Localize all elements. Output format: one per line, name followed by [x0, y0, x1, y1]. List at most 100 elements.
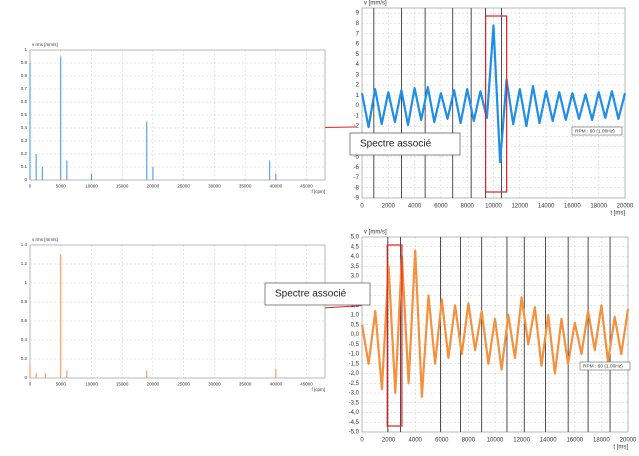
callout-box	[264, 282, 371, 306]
x-tick-label: 14000	[538, 204, 555, 210]
x-tick-label: 15000	[116, 382, 129, 387]
y-tick-label: -1,5	[349, 361, 360, 367]
y-tick-label: 7	[356, 31, 360, 37]
x-tick-label: 14000	[540, 438, 557, 444]
y-axis-label: v [mm/s]	[364, 230, 387, 236]
x-tick-label: 10000	[85, 184, 98, 189]
y-tick-label: 0.6	[21, 318, 28, 323]
y-tick-label: 0,0	[351, 332, 360, 338]
y-tick-label: -5	[354, 154, 360, 160]
x-tick-label: 20000	[147, 382, 160, 387]
x-tick-label: 25000	[177, 184, 190, 189]
x-tick-label: 8000	[462, 438, 476, 444]
y-axis-label: v rms [mm/s]	[32, 237, 58, 242]
x-tick-label: 20000	[617, 204, 634, 210]
x-tick-label: 2000	[382, 438, 396, 444]
x-tick-label: 2000	[382, 204, 396, 210]
y-tick-label: 0.2	[21, 151, 28, 156]
y-tick-label: 0.9	[21, 60, 28, 65]
x-tick-label: 10000	[487, 438, 504, 444]
y-tick-label: -4,0	[349, 410, 360, 416]
y-tick-label: 0.6	[21, 99, 28, 104]
x-axis-label: f [cpm]	[311, 189, 325, 194]
x-tick-label: 18000	[593, 438, 610, 444]
y-tick-label: 0.8	[21, 299, 28, 304]
y-tick-label: 4,5	[351, 244, 360, 250]
y-tick-label: 0.5	[21, 112, 28, 117]
x-tick-label: 45000	[300, 184, 313, 189]
x-axis-label: t [ms]	[613, 445, 628, 451]
y-axis-label: v [mm/s]	[364, 1, 387, 7]
callout-text: Spectre associé	[360, 139, 432, 150]
y-tick-label: 0.3	[21, 138, 28, 143]
x-tick-label: 5000	[56, 382, 67, 387]
x-tick-label: 40000	[270, 184, 283, 189]
highlight-box	[485, 15, 508, 193]
legend-box	[579, 361, 631, 371]
y-tick-label: 3,0	[351, 274, 360, 280]
x-tick-label: 4000	[409, 438, 423, 444]
y-tick-label: 8	[356, 21, 360, 27]
y-tick-label: 1.2	[21, 261, 28, 266]
y-tick-label: 0	[24, 177, 27, 182]
x-tick-label: 35000	[239, 184, 252, 189]
legend-text: RPM : 60 (1.00Hz)	[583, 363, 623, 369]
y-tick-label: 0	[24, 375, 27, 380]
x-tick-label: 0	[360, 204, 364, 210]
y-tick-label: 0.2	[21, 356, 28, 361]
x-tick-label: 0	[360, 438, 364, 444]
x-tick-label: 5000	[56, 184, 67, 189]
signal-line	[360, 24, 627, 164]
legend-text: RPM : 60 (1.00Hz)	[575, 128, 615, 134]
y-tick-label: 6	[356, 42, 360, 48]
x-axis-label: t [ms]	[610, 211, 625, 217]
y-tick-label: -7	[354, 175, 360, 181]
x-tick-label: 12000	[513, 438, 530, 444]
y-tick-label: -3,0	[349, 391, 360, 397]
y-tick-label: -2	[354, 124, 360, 130]
y-tick-label: 5	[356, 52, 360, 58]
callout-text: Spectre associé	[275, 289, 347, 300]
y-tick-label: -1,0	[349, 352, 360, 358]
x-tick-label: 30000	[208, 382, 221, 387]
y-tick-label: 1	[24, 47, 27, 52]
y-tick-label: -4,5	[349, 420, 360, 426]
y-tick-label: -0,5	[349, 342, 360, 348]
x-tick-label: 12000	[511, 204, 528, 210]
x-tick-label: 15000	[116, 184, 129, 189]
x-tick-label: 8000	[461, 204, 475, 210]
y-tick-label: 1	[356, 93, 360, 99]
y-tick-label: 3,5	[351, 264, 360, 270]
y-tick-label: -2,5	[349, 381, 360, 387]
y-tick-label: 1,5	[351, 303, 360, 309]
legend-box	[571, 126, 623, 136]
y-tick-label: 1	[24, 280, 27, 285]
y-tick-label: -2,0	[349, 371, 360, 377]
y-tick-label: 1,0	[351, 313, 360, 319]
y-tick-label: 4	[356, 62, 360, 68]
x-tick-label: 20000	[147, 184, 160, 189]
y-tick-label: 0,5	[351, 322, 360, 328]
x-tick-label: 16000	[564, 204, 581, 210]
x-tick-label: 20000	[620, 438, 637, 444]
x-tick-label: 30000	[208, 184, 221, 189]
y-tick-label: 0.4	[21, 337, 28, 342]
y-axis-label: v rms [mm/s]	[32, 42, 58, 47]
y-tick-label: 3	[356, 72, 360, 78]
highlight-box	[386, 244, 403, 427]
x-tick-label: 0	[29, 382, 32, 387]
y-tick-label: -9	[354, 196, 360, 202]
x-tick-label: 10000	[85, 382, 98, 387]
y-tick-label: 1.4	[21, 242, 28, 247]
x-tick-label: 40000	[270, 382, 283, 387]
y-tick-label: -1	[354, 113, 360, 119]
x-tick-label: 10000	[485, 204, 502, 210]
x-tick-label: 16000	[566, 438, 583, 444]
y-tick-label: 0.4	[21, 125, 28, 130]
x-tick-label: 18000	[590, 204, 607, 210]
x-tick-label: 6000	[434, 204, 448, 210]
y-tick-label: 0.1	[21, 164, 28, 169]
x-tick-label: 4000	[408, 204, 422, 210]
y-tick-label: -3,5	[349, 400, 360, 406]
y-tick-label: 0.8	[21, 73, 28, 78]
